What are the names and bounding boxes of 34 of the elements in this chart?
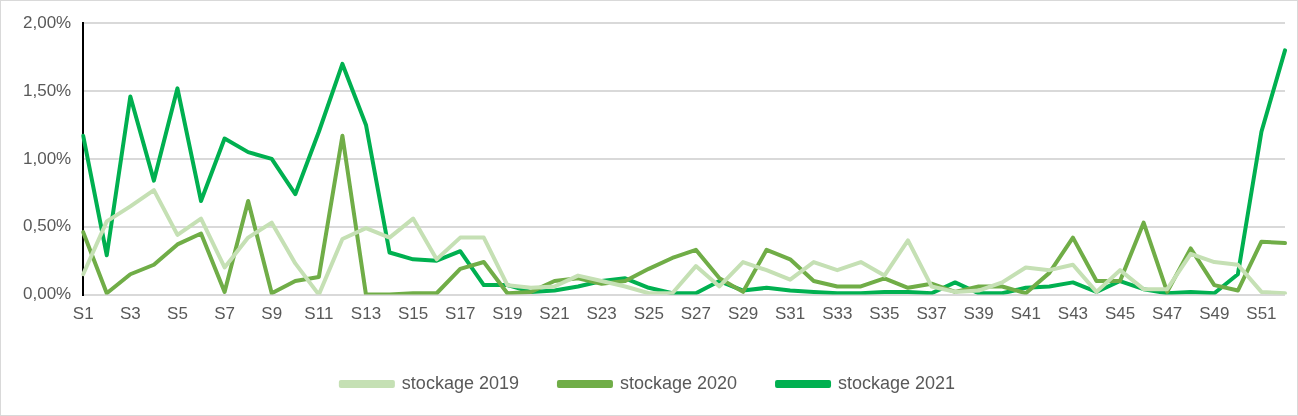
x-tick-label: S5 bbox=[167, 304, 188, 324]
x-tick-label: S41 bbox=[1010, 304, 1041, 324]
x-tick-label: S19 bbox=[492, 304, 523, 324]
y-tick-label: 1,00% bbox=[23, 148, 72, 168]
y-tick-label: 0,50% bbox=[23, 216, 72, 236]
x-tick-label: S51 bbox=[1246, 304, 1277, 324]
x-tick-label: S33 bbox=[822, 304, 853, 324]
x-tick-label: S39 bbox=[963, 304, 994, 324]
legend-label: stockage 2020 bbox=[619, 372, 738, 393]
x-tick-label: S49 bbox=[1199, 304, 1230, 324]
x-tick-label: S47 bbox=[1152, 304, 1183, 324]
x-tick-label: S45 bbox=[1104, 304, 1136, 324]
x-tick-label: S17 bbox=[445, 304, 476, 324]
y-tick-label: 0,00% bbox=[23, 284, 72, 304]
x-tick-label: S11 bbox=[304, 304, 334, 324]
legend-label: stockage 2021 bbox=[838, 372, 956, 393]
x-tick-label: S7 bbox=[214, 304, 235, 324]
x-tick-label: S35 bbox=[869, 304, 900, 324]
x-tick-label: S25 bbox=[633, 304, 664, 324]
x-tick-label: S43 bbox=[1057, 304, 1089, 324]
x-tick-label: S15 bbox=[397, 304, 429, 324]
x-tick-label: S29 bbox=[727, 304, 759, 324]
x-tick-label: S3 bbox=[119, 304, 141, 324]
x-tick-label: S9 bbox=[261, 304, 283, 324]
x-tick-label: S27 bbox=[680, 304, 712, 324]
x-tick-label: S21 bbox=[539, 304, 570, 324]
y-tick-label: 1,50% bbox=[23, 80, 72, 100]
x-tick-label: S23 bbox=[586, 304, 617, 324]
x-tick-label: S37 bbox=[916, 304, 947, 324]
x-tick-label: S1 bbox=[72, 304, 94, 324]
y-tick-label: 2,00% bbox=[23, 12, 72, 32]
x-tick-label: S13 bbox=[350, 304, 382, 324]
x-tick-label: S31 bbox=[775, 304, 806, 324]
legend-label: stockage 2019 bbox=[401, 372, 519, 393]
